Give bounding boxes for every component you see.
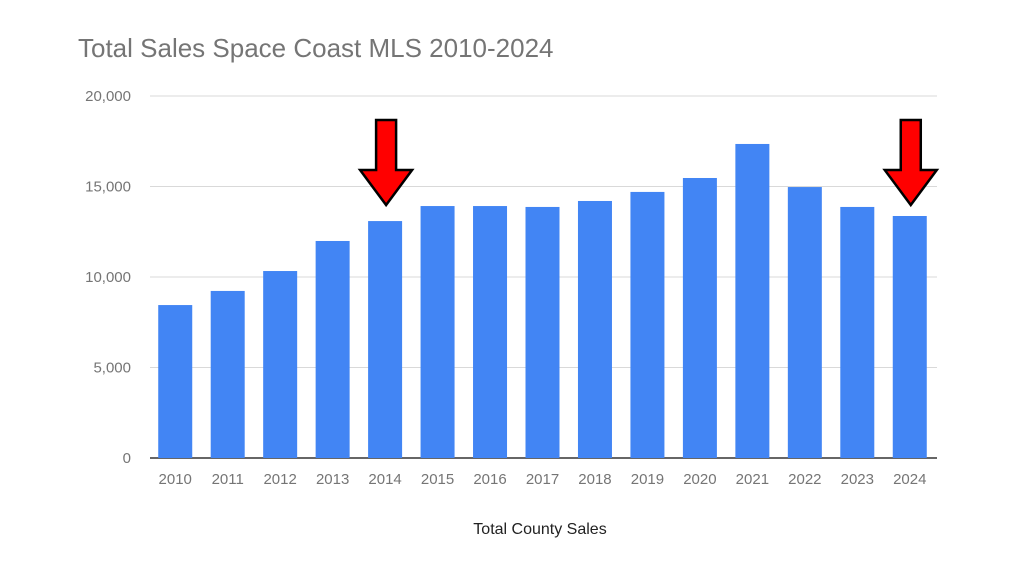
x-tick-label: 2012	[263, 471, 296, 488]
x-tick-label: 2013	[316, 471, 349, 488]
bar-2010	[158, 305, 193, 458]
x-tick-label: 2014	[368, 471, 401, 488]
x-tick-label: 2010	[159, 471, 192, 488]
bar-2012	[263, 271, 298, 458]
annotation-arrows	[357, 118, 940, 208]
bar-2019	[630, 191, 665, 458]
y-tick-label: 15,000	[85, 179, 131, 196]
bar-2021	[735, 143, 770, 458]
chart-title: Total Sales Space Coast MLS 2010-2024	[78, 33, 554, 63]
bars	[158, 143, 927, 459]
x-tick-label: 2020	[683, 471, 716, 488]
bar-2024	[892, 216, 927, 458]
arrow-down-icon	[357, 118, 415, 208]
y-tick-label: 20,000	[85, 88, 131, 105]
x-tick-label: 2016	[473, 471, 506, 488]
y-tick-label: 5,000	[93, 360, 131, 377]
bar-2011	[210, 290, 245, 458]
bar-2020	[682, 177, 717, 459]
x-tick-label: 2017	[526, 471, 559, 488]
x-tick-label: 2015	[421, 471, 454, 488]
bar-2017	[525, 206, 560, 458]
x-tick-label: 2021	[736, 471, 769, 488]
arrow-down-icon	[882, 118, 940, 208]
x-tick-label: 2019	[631, 471, 664, 488]
x-tick-label: 2022	[788, 471, 821, 488]
x-tick-label: 2011	[212, 471, 244, 488]
bar-2018	[577, 200, 612, 459]
x-axis-ticks: 2010 2011 2012 2013 2014 2015 2016 2017 2018 2019…	[159, 471, 927, 488]
bar-2023	[840, 206, 875, 458]
x-tick-label: 2024	[893, 471, 926, 488]
bar-2016	[473, 206, 508, 458]
bar-2014	[368, 221, 403, 458]
bar-2015	[420, 206, 455, 458]
bar-2022	[787, 187, 822, 458]
x-tick-label: 2023	[841, 471, 874, 488]
y-axis-ticks: 0 5,000 10,000 15,000 20,000	[85, 88, 131, 467]
x-tick-label: 2018	[578, 471, 611, 488]
bar-2013	[315, 240, 350, 458]
y-tick-label: 10,000	[85, 269, 131, 286]
x-axis-label: Total County Sales	[473, 521, 606, 538]
y-tick-label: 0	[123, 450, 131, 467]
